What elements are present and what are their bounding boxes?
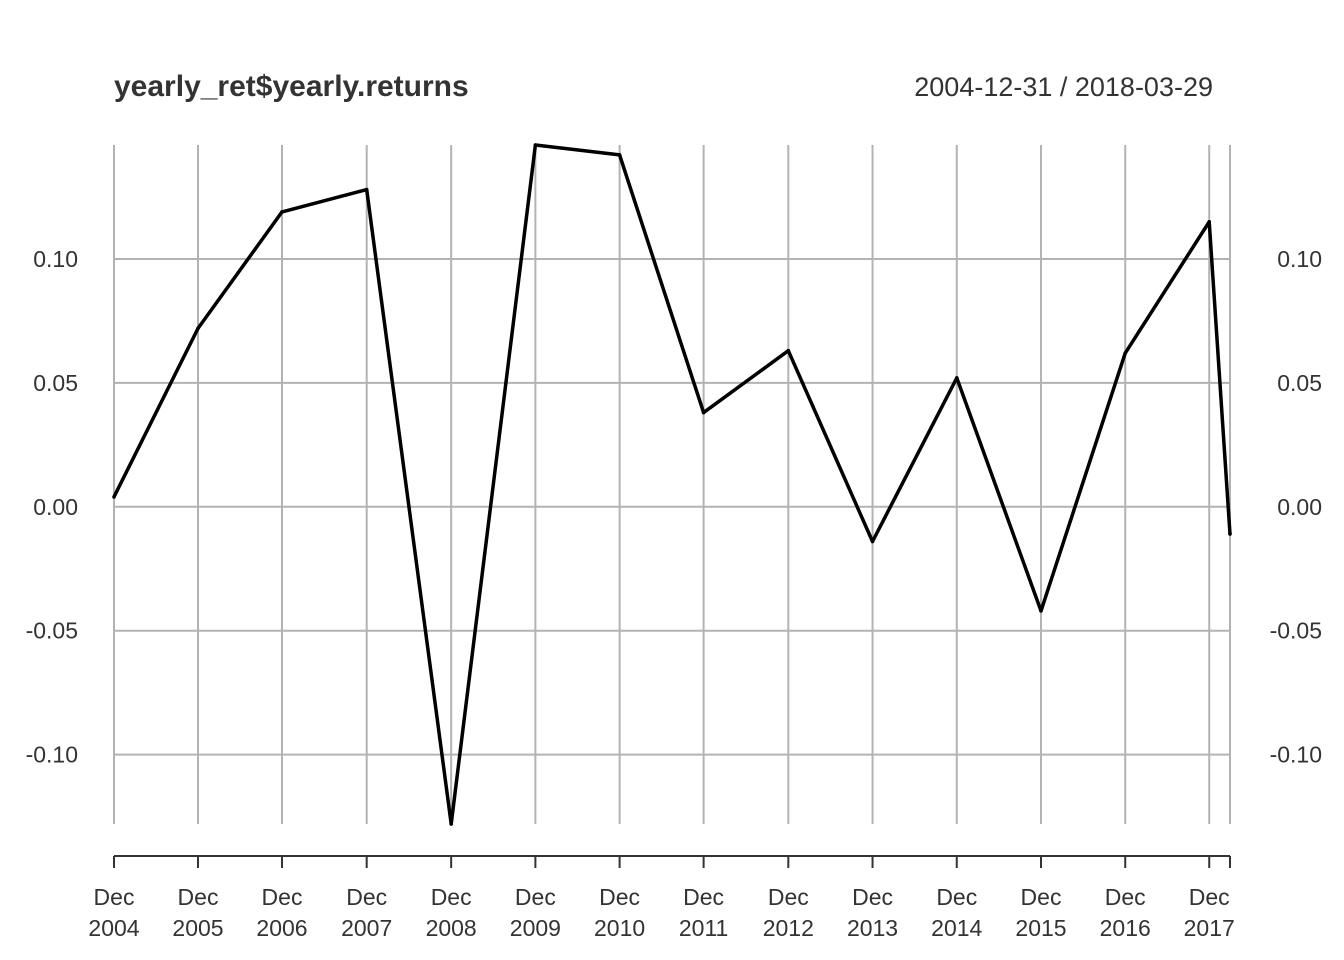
data-point: [364, 187, 369, 192]
y-tick-label-left: 0.05: [33, 370, 78, 396]
x-tick-label-month: Dec: [1021, 884, 1062, 910]
y-axis-labels: 0.10 0.10 0.05 0.05 0.00 0.00 -0.05 -0.05 -0.10 -…: [26, 246, 1322, 768]
x-axis: Dec 2004 Dec 2005 Dec 2006 Dec 2007 Dec 2008 Dec 20…: [88, 855, 1235, 941]
data-point: [954, 376, 959, 380]
chart-title: yearly_ret$yearly.returns: [114, 70, 469, 103]
data-point: [786, 348, 791, 353]
x-tick-label-year: 2016: [1100, 915, 1151, 941]
grid-layer: [113, 145, 1231, 824]
y-tick-label-right: -0.10: [1270, 742, 1322, 768]
x-tick-label-year: 2005: [172, 915, 223, 941]
x-tick-label-month: Dec: [346, 884, 387, 910]
x-tick-label-month: Dec: [683, 884, 724, 910]
x-tick-label-month: Dec: [515, 884, 556, 910]
x-tick-label-year: 2006: [256, 915, 307, 941]
data-point: [1228, 532, 1232, 536]
x-tick-label-year: 2008: [426, 915, 477, 941]
data-point: [1039, 609, 1043, 613]
data-point: [533, 143, 538, 147]
data-point: [870, 539, 875, 544]
x-tick-label-month: Dec: [1105, 884, 1146, 910]
x-tick-label-year: 2012: [763, 915, 814, 941]
y-tick-label-left: -0.10: [26, 742, 78, 768]
data-point: [1207, 220, 1212, 224]
data-point: [1123, 351, 1128, 355]
data-point: [701, 410, 706, 415]
y-tick-label-right: -0.05: [1270, 618, 1322, 644]
data-point: [196, 326, 200, 331]
x-tick-label-month: Dec: [936, 884, 977, 910]
y-tick-label-right: 0.10: [1277, 246, 1322, 272]
y-tick-label-left: 0.10: [33, 246, 78, 272]
x-tick-label-month: Dec: [262, 884, 303, 910]
x-tick-label-month: Dec: [599, 884, 640, 910]
x-tick-label-year: 2017: [1184, 915, 1235, 941]
y-tick-label-left: -0.05: [26, 618, 78, 644]
x-tick-label-month: Dec: [94, 884, 135, 910]
x-tick-label-month: Dec: [1189, 884, 1230, 910]
x-tick-label-month: Dec: [178, 884, 219, 910]
x-tick-label-month: Dec: [852, 884, 893, 910]
data-point: [617, 153, 622, 157]
y-tick-label-right: 0.05: [1277, 370, 1322, 396]
x-tick-label-year: 2007: [341, 915, 392, 941]
x-tick-label-year: 2010: [594, 915, 645, 941]
x-tick-label-year: 2011: [679, 915, 728, 941]
data-point: [112, 495, 116, 499]
x-tick-label-year: 2013: [847, 915, 898, 941]
data-point: [449, 822, 453, 826]
data-point: [280, 210, 284, 214]
x-tick-label-year: 2004: [88, 915, 139, 941]
x-tick-label-month: Dec: [431, 884, 472, 910]
x-tick-label-year: 2014: [931, 915, 982, 941]
x-tick-label-year: 2009: [510, 915, 561, 941]
x-tick-label-year: 2015: [1015, 915, 1066, 941]
y-tick-label-right: 0.00: [1277, 494, 1322, 520]
x-tick-label-month: Dec: [768, 884, 809, 910]
series-layer: [112, 143, 1232, 826]
date-range-label: 2004-12-31 / 2018-03-29: [914, 72, 1213, 102]
y-tick-label-left: 0.00: [33, 494, 78, 520]
